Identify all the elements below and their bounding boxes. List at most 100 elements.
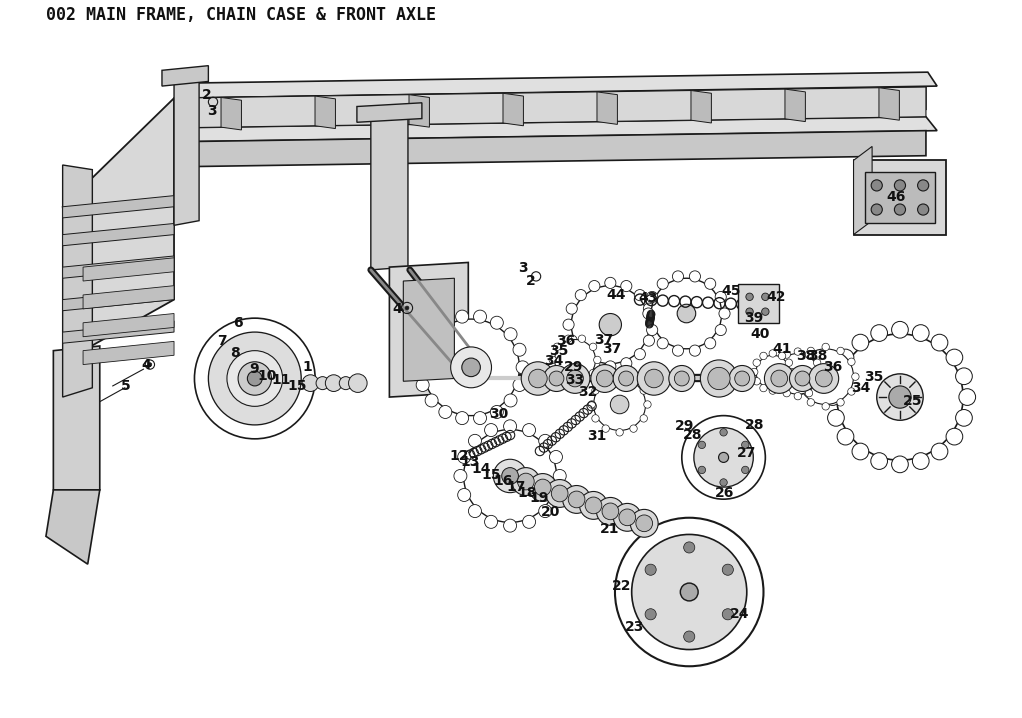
Polygon shape bbox=[853, 160, 946, 235]
Circle shape bbox=[568, 491, 585, 508]
Text: 14: 14 bbox=[471, 462, 491, 475]
Circle shape bbox=[405, 306, 409, 309]
Circle shape bbox=[647, 325, 658, 335]
Polygon shape bbox=[865, 172, 935, 223]
Text: 6: 6 bbox=[233, 316, 243, 330]
Circle shape bbox=[564, 335, 572, 342]
Circle shape bbox=[522, 424, 536, 437]
Text: 38: 38 bbox=[796, 349, 816, 363]
Circle shape bbox=[227, 350, 283, 406]
Text: 16: 16 bbox=[494, 474, 513, 488]
Circle shape bbox=[828, 409, 844, 426]
Circle shape bbox=[578, 378, 586, 385]
Circle shape bbox=[742, 466, 749, 474]
Circle shape bbox=[613, 365, 639, 391]
Circle shape bbox=[491, 316, 504, 330]
Circle shape bbox=[772, 370, 779, 378]
Circle shape bbox=[759, 353, 768, 360]
Polygon shape bbox=[62, 223, 174, 246]
Text: 35: 35 bbox=[550, 344, 569, 358]
Circle shape bbox=[517, 473, 535, 490]
Circle shape bbox=[675, 371, 689, 386]
Circle shape bbox=[822, 343, 830, 350]
Circle shape bbox=[704, 278, 715, 289]
Circle shape bbox=[750, 368, 758, 376]
Text: 26: 26 bbox=[714, 485, 734, 500]
Circle shape bbox=[805, 389, 812, 397]
Circle shape bbox=[746, 308, 753, 315]
Circle shape bbox=[591, 365, 618, 393]
Circle shape bbox=[539, 505, 552, 518]
Circle shape bbox=[871, 204, 882, 215]
Polygon shape bbox=[174, 131, 926, 167]
Circle shape bbox=[852, 335, 869, 351]
Circle shape bbox=[644, 303, 654, 314]
Circle shape bbox=[566, 303, 577, 314]
Text: 13: 13 bbox=[461, 455, 480, 469]
Circle shape bbox=[651, 279, 722, 349]
Circle shape bbox=[550, 488, 562, 501]
Text: 32: 32 bbox=[578, 386, 598, 399]
Circle shape bbox=[889, 386, 911, 409]
Circle shape bbox=[779, 384, 786, 392]
Text: 4: 4 bbox=[392, 302, 402, 316]
Circle shape bbox=[825, 388, 841, 406]
Circle shape bbox=[847, 358, 855, 365]
Circle shape bbox=[610, 395, 629, 414]
Circle shape bbox=[847, 388, 855, 395]
Circle shape bbox=[946, 349, 963, 366]
Circle shape bbox=[828, 368, 844, 385]
Circle shape bbox=[423, 319, 519, 416]
Circle shape bbox=[303, 375, 319, 391]
Circle shape bbox=[473, 411, 486, 424]
Polygon shape bbox=[83, 314, 174, 337]
Circle shape bbox=[247, 371, 263, 386]
Circle shape bbox=[416, 378, 429, 391]
Circle shape bbox=[551, 485, 568, 502]
Circle shape bbox=[723, 609, 734, 620]
Polygon shape bbox=[357, 103, 422, 122]
Polygon shape bbox=[53, 346, 100, 490]
Text: 19: 19 bbox=[529, 491, 549, 505]
Circle shape bbox=[528, 369, 547, 388]
Circle shape bbox=[809, 363, 839, 393]
Polygon shape bbox=[221, 98, 241, 130]
Circle shape bbox=[785, 359, 793, 366]
Circle shape bbox=[682, 416, 765, 499]
Text: 42: 42 bbox=[766, 290, 786, 304]
Circle shape bbox=[504, 420, 516, 433]
Circle shape bbox=[918, 204, 929, 215]
Circle shape bbox=[454, 470, 467, 482]
Text: 28: 28 bbox=[683, 428, 703, 442]
Circle shape bbox=[647, 319, 658, 330]
Circle shape bbox=[592, 387, 599, 394]
Circle shape bbox=[516, 361, 529, 374]
Polygon shape bbox=[83, 258, 174, 281]
Circle shape bbox=[636, 515, 653, 531]
Circle shape bbox=[894, 180, 905, 191]
Circle shape bbox=[325, 375, 342, 391]
Circle shape bbox=[194, 318, 315, 439]
Circle shape bbox=[956, 409, 972, 426]
Circle shape bbox=[413, 361, 426, 374]
Circle shape bbox=[678, 304, 696, 323]
Circle shape bbox=[599, 314, 621, 336]
Circle shape bbox=[590, 343, 597, 350]
Polygon shape bbox=[409, 95, 429, 127]
Circle shape bbox=[592, 415, 599, 422]
Circle shape bbox=[698, 441, 705, 449]
Text: 15: 15 bbox=[481, 468, 501, 482]
Circle shape bbox=[913, 325, 929, 341]
Polygon shape bbox=[315, 96, 335, 129]
Text: 25: 25 bbox=[903, 393, 923, 408]
Circle shape bbox=[761, 293, 770, 301]
Circle shape bbox=[539, 434, 552, 447]
Circle shape bbox=[594, 378, 646, 431]
Text: 44: 44 bbox=[606, 288, 625, 302]
Circle shape bbox=[464, 429, 557, 523]
Circle shape bbox=[339, 377, 353, 390]
Circle shape bbox=[602, 503, 618, 520]
Circle shape bbox=[468, 505, 481, 518]
Circle shape bbox=[544, 365, 569, 391]
Circle shape bbox=[871, 180, 882, 191]
